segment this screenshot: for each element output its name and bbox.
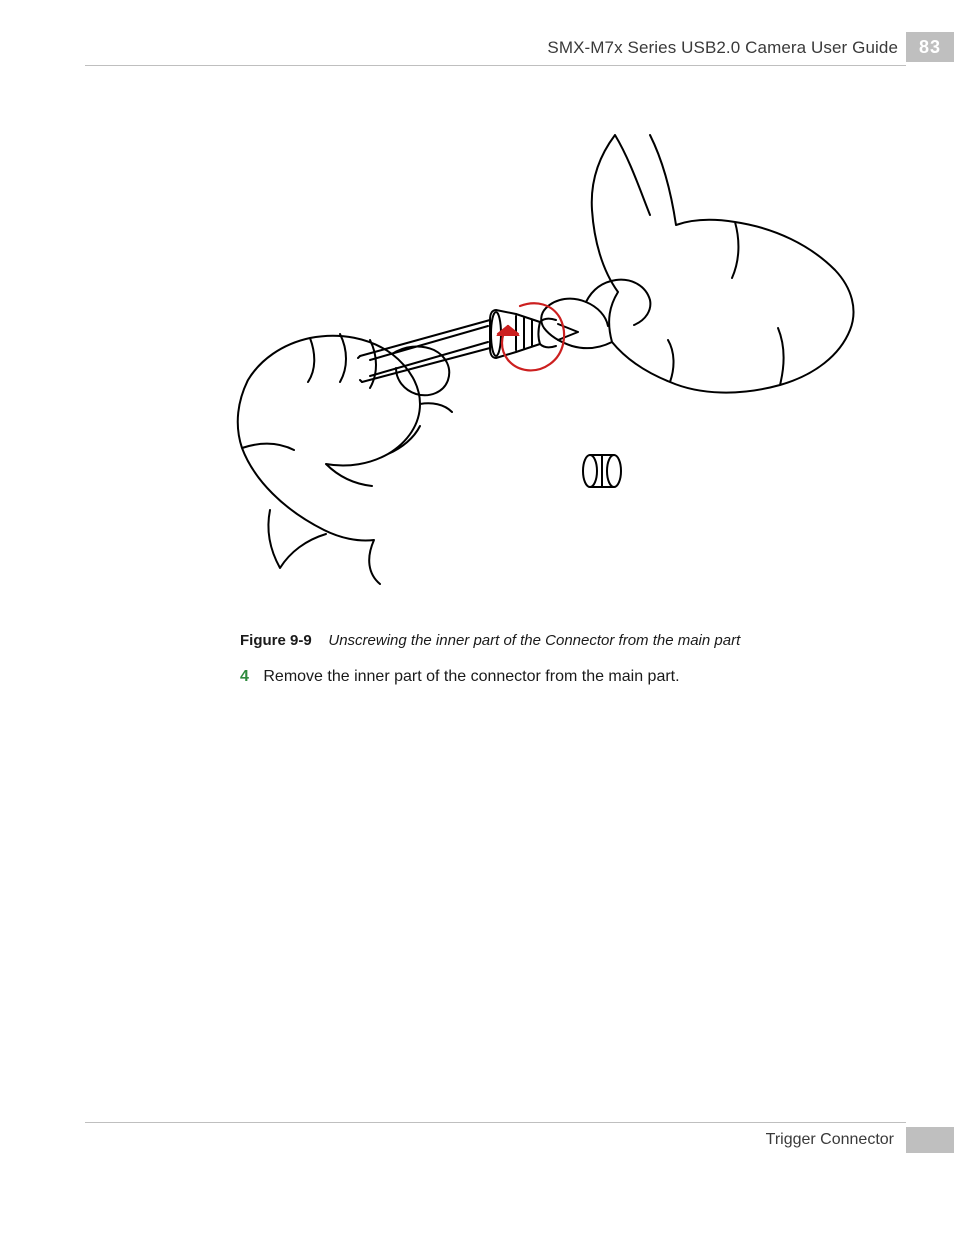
header-rule — [85, 65, 906, 66]
footer-section-title: Trigger Connector — [766, 1131, 894, 1149]
page-footer: Trigger Connector — [766, 1127, 954, 1153]
figure-illustration — [220, 120, 860, 600]
page-header: SMX-M7x Series USB2.0 Camera User Guide … — [85, 38, 954, 68]
footer-rule — [85, 1122, 906, 1123]
figure-caption-label: Figure 9-9 — [240, 632, 312, 649]
step-text: Remove the inner part of the connector f… — [263, 668, 679, 685]
page-number-box: 83 — [906, 32, 954, 62]
figure-caption: Figure 9-9 Unscrewing the inner part of … — [240, 632, 740, 649]
step-number: 4 — [240, 668, 249, 685]
page: SMX-M7x Series USB2.0 Camera User Guide … — [0, 0, 954, 1235]
header-title: SMX-M7x Series USB2.0 Camera User Guide — [547, 38, 898, 58]
hands-unscrew-icon — [220, 120, 860, 600]
figure-caption-text: Unscrewing the inner part of the Connect… — [328, 632, 740, 649]
footer-accent-block — [906, 1127, 954, 1153]
step-line: 4 Remove the inner part of the connector… — [240, 668, 680, 686]
